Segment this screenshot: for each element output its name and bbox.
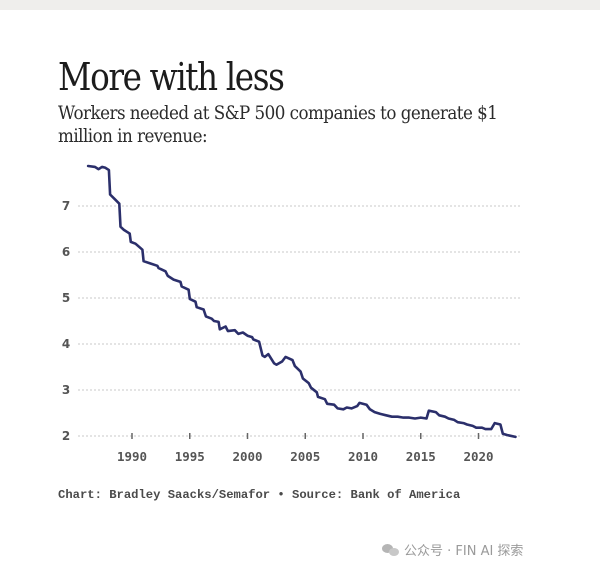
x-tick-label: 2015 [406,449,436,464]
y-tick-label: 7 [62,199,70,213]
x-tick-label: 1990 [117,449,147,464]
chart-credit: Chart: Bradley Saacks/Semafor • Source: … [58,488,461,502]
line-chart: 2 3 4 5 6 7 1990 1995 2000 2005 2010 2015 2020 [62,164,520,464]
top-band [0,0,600,10]
series-layer [86,164,517,439]
y-tick-label: 3 [62,383,70,397]
y-tick-label: 6 [62,245,70,259]
wechat-icon [382,543,400,557]
x-tick-label: 2010 [348,449,378,464]
series-line-0 [86,164,517,439]
gridlines [78,205,520,437]
x-tick-label: 2005 [290,449,320,464]
x-axis-ticks: 1990 1995 2000 2005 2010 2015 2020 [117,433,494,464]
x-tick-label: 1995 [175,449,205,464]
x-tick-label: 2020 [463,449,493,464]
y-tick-label: 2 [62,429,70,443]
x-tick-label: 2000 [232,449,262,464]
y-axis-ticks: 2 3 4 5 6 7 [62,199,70,443]
watermark: 公众号 · FIN AI 探索 [382,540,523,559]
y-tick-label: 5 [62,291,70,305]
watermark-text: 公众号 · FIN AI 探索 [404,544,524,559]
chart-subtitle: Workers needed at S&P 500 companies to g… [58,102,498,147]
chart-title: More with less [58,55,285,99]
y-tick-label: 4 [62,337,70,351]
